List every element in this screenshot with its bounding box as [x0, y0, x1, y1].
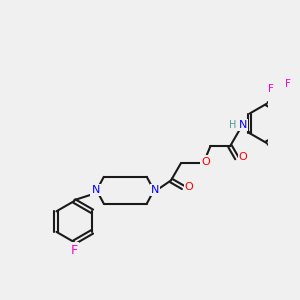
Text: O: O	[239, 152, 248, 162]
Text: O: O	[202, 157, 210, 166]
Text: F: F	[285, 79, 291, 89]
Text: H: H	[229, 120, 236, 130]
Text: F: F	[71, 244, 78, 257]
Text: N: N	[238, 120, 247, 130]
Text: F: F	[268, 84, 274, 94]
Text: N: N	[151, 185, 159, 195]
Text: N: N	[92, 185, 100, 195]
Text: O: O	[185, 182, 194, 192]
